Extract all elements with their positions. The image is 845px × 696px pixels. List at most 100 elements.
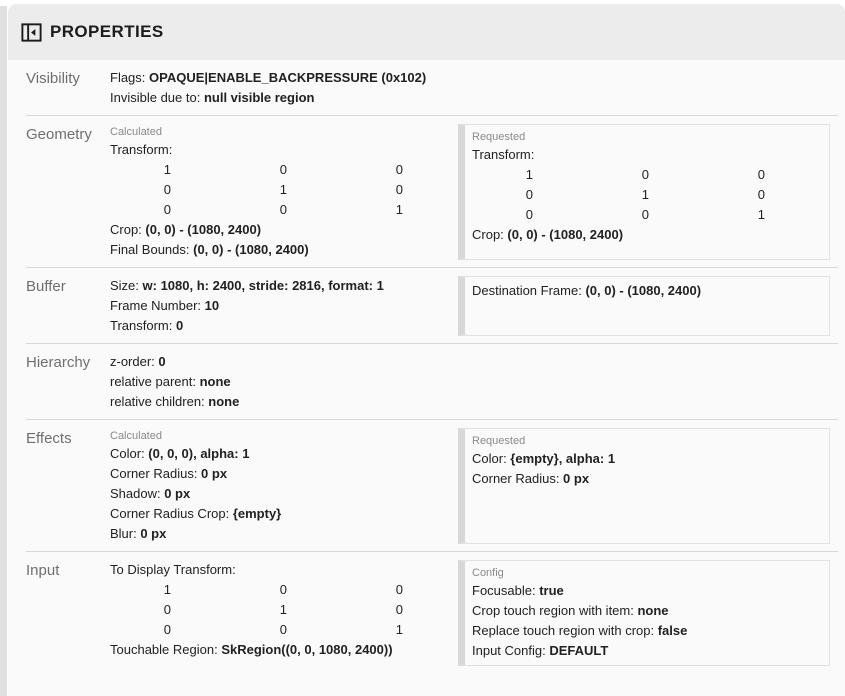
section-label: Input (26, 562, 60, 579)
section-label: Geometry (26, 126, 92, 143)
property-key: Focusable: (472, 583, 540, 598)
group-label: Calculated (110, 430, 162, 442)
property-value: (0, 0, 0), alpha: 1 (148, 446, 250, 461)
group-label: Requested (472, 131, 526, 143)
property-key: Crop: (110, 222, 146, 237)
property-key: Invisible due to: (110, 90, 204, 105)
property-line: Transform: (110, 140, 458, 160)
property-line: Transform: (472, 145, 819, 165)
property-key: Final Bounds: (110, 242, 194, 257)
section-label: Visibility (26, 70, 80, 87)
property-value: (0, 0) - (1080, 2400) (585, 283, 702, 298)
panel-collapse-icon[interactable] (18, 19, 44, 45)
property-key: Destination Frame: (472, 283, 586, 298)
matrix-cell: 0 (641, 167, 649, 182)
property-value: (0, 0) - (1080, 2400) (507, 227, 624, 242)
property-key: Corner Radius: (110, 466, 202, 481)
matrix-cell: 0 (395, 182, 403, 197)
property-line: Size: w: 1080, h: 2400, stride: 2816, fo… (110, 276, 458, 296)
section-geometry: Geometry Calculated Transform: 1 0 0 0 1 0 0 0 1 Cro… (26, 116, 838, 268)
matrix-cell: 0 (641, 207, 649, 222)
config-box: Config Focusable: true Crop touch region w… (458, 560, 830, 666)
property-value: 0 px (201, 466, 228, 481)
property-value: {empty} (232, 506, 282, 521)
matrix-cell: 0 (395, 162, 403, 177)
matrix-cell: 0 (279, 622, 287, 637)
property-value: null visible region (203, 90, 315, 105)
matrix-cell: 0 (525, 187, 533, 202)
property-key: Crop touch region with item: (472, 603, 638, 618)
main-column: Size: w: 1080, h: 2400, stride: 2816, fo… (110, 276, 458, 336)
transform-matrix: 1 0 0 0 1 0 0 0 1 (472, 165, 819, 225)
matrix-cell: 0 (163, 602, 171, 617)
matrix-cell: 0 (279, 202, 287, 217)
property-key: Size: (110, 278, 143, 293)
main-column: To Display Transform: 1 0 0 0 1 0 0 0 1 Touchable … (110, 560, 458, 666)
property-line: Corner Radius: 0 px (110, 464, 458, 484)
property-value: (0, 0) - (1080, 2400) (145, 222, 262, 237)
property-line: Input Config: DEFAULT (472, 641, 819, 661)
property-value: 10 (204, 298, 220, 313)
property-value: SkRegion((0, 0, 1080, 2400)) (221, 642, 393, 657)
main-column: z-order: 0 relative parent: none relative … (110, 352, 838, 412)
section-label: Buffer (26, 278, 66, 295)
panel-title: PROPERTIES (50, 22, 164, 41)
property-key: relative children: (110, 394, 209, 409)
matrix-cell: 1 (163, 162, 171, 177)
property-value: none (637, 603, 669, 618)
property-key: Shadow: (110, 486, 165, 501)
matrix-cell: 0 (525, 207, 533, 222)
property-line: Invisible due to: null visible region (110, 88, 838, 108)
property-value: (0, 0) - (1080, 2400) (193, 242, 309, 257)
property-line: Corner Radius Crop: {empty} (110, 504, 458, 524)
matrix-cell: 1 (395, 622, 403, 637)
adjacent-panel-edge (0, 6, 7, 696)
property-value: OPAQUE|ENABLE_BACKPRESSURE (0x102) (149, 70, 427, 85)
property-value: w: 1080, h: 2400, stride: 2816, format: … (142, 278, 384, 293)
section-effects: Effects Calculated Color: (0, 0, 0), alpha… (26, 420, 838, 552)
section-buffer: Buffer Size: w: 1080, h: 2400, stride: 28… (26, 268, 838, 344)
section-hierarchy: Hierarchy z-order: 0 relative parent: none… (26, 344, 838, 420)
matrix-cell: 0 (279, 162, 287, 177)
property-key: Touchable Region: (110, 642, 222, 657)
property-line: Final Bounds: (0, 0) - (1080, 2400) (110, 240, 458, 260)
property-key: Blur: (110, 526, 141, 541)
group-label: Requested (472, 435, 526, 447)
properties-panel: PROPERTIES Visibility Flags: OPAQUE|ENABL… (8, 4, 845, 696)
property-value: 0 px (164, 486, 191, 501)
main-column: Flags: OPAQUE|ENABLE_BACKPRESSURE (0x102… (110, 68, 838, 108)
property-key: Transform: (110, 318, 176, 333)
matrix-cell: 1 (163, 582, 171, 597)
matrix-cell: 1 (279, 182, 287, 197)
property-line: Color: (0, 0, 0), alpha: 1 (110, 444, 458, 464)
property-line: Crop: (0, 0) - (1080, 2400) (110, 220, 458, 240)
property-line: Replace touch region with crop: false (472, 621, 819, 641)
properties-header: PROPERTIES (8, 4, 845, 60)
property-line: Color: {empty}, alpha: 1 (472, 449, 819, 469)
property-value: {empty}, alpha: 1 (510, 451, 616, 466)
section-label: Hierarchy (26, 354, 91, 371)
matrix-cell: 0 (757, 167, 765, 182)
property-value: false (657, 623, 688, 638)
property-key: To Display Transform: (110, 562, 236, 577)
property-value: 0 (158, 354, 166, 369)
group-label: Calculated (110, 126, 162, 138)
property-line: Shadow: 0 px (110, 484, 458, 504)
property-line: Blur: 0 px (110, 524, 458, 544)
matrix-cell: 0 (395, 582, 403, 597)
calculated-column: Calculated Color: (0, 0, 0), alpha: 1 Corn… (110, 428, 458, 544)
property-line: Destination Frame: (0, 0) - (1080, 2400) (472, 281, 819, 301)
matrix-cell: 1 (395, 202, 403, 217)
property-line: relative children: none (110, 392, 838, 412)
property-value: 0 (175, 318, 184, 333)
property-value: none (208, 394, 240, 409)
property-key: Input Config: (472, 643, 550, 658)
property-line: Transform: 0 (110, 316, 458, 336)
calculated-column: Calculated Transform: 1 0 0 0 1 0 0 0 1 Crop: (0, 0… (110, 124, 458, 260)
property-line: Focusable: true (472, 581, 819, 601)
matrix-cell: 0 (279, 582, 287, 597)
property-line: z-order: 0 (110, 352, 838, 372)
section-visibility: Visibility Flags: OPAQUE|ENABLE_BACKPRESS… (26, 60, 838, 116)
property-key: Color: (472, 451, 511, 466)
property-line: To Display Transform: (110, 560, 458, 580)
